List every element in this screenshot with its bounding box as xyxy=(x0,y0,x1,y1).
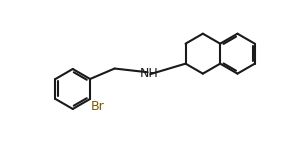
Text: NH: NH xyxy=(140,67,158,80)
Text: Br: Br xyxy=(91,100,105,113)
